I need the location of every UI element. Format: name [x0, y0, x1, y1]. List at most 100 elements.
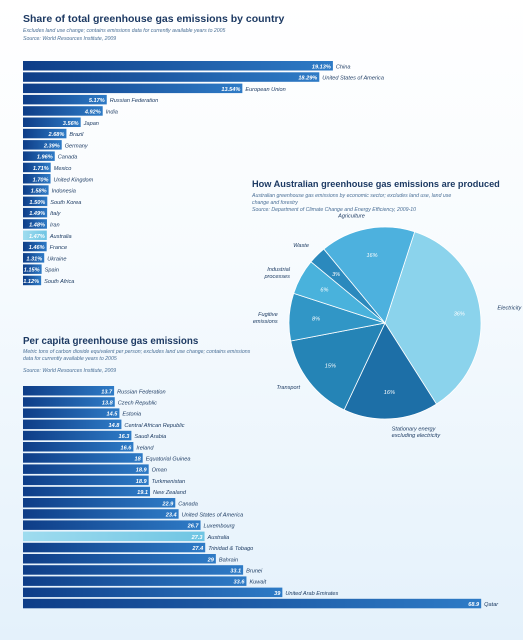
- share-label-germany: Germany: [65, 143, 89, 149]
- share-value-brazil: 2.68%: [48, 132, 65, 138]
- share-value-france: 1.46%: [29, 245, 45, 251]
- pie-label-line: Fugitive: [258, 312, 278, 318]
- share-bar-italy: [23, 207, 48, 218]
- share-bar-indonesia: [23, 185, 49, 195]
- share-value-japan: 3.56%: [63, 121, 79, 127]
- per-capita-label-kuwait: Kuwait: [249, 580, 266, 586]
- share-label-canada: Canada: [58, 155, 78, 161]
- share-bar-south-korea: [23, 196, 48, 207]
- share-chart-title: Share of total greenhouse gas emissions …: [23, 13, 285, 25]
- share-value-iran: 1.48%: [29, 223, 45, 229]
- share-bar-ukraine: [23, 253, 45, 263]
- share-bar-mexico: [23, 162, 51, 173]
- share-bar-spain: [23, 264, 42, 274]
- pie-label-line: Electricity: [497, 306, 522, 312]
- per-capita-value-canada: 22.9: [161, 501, 174, 507]
- share-chart-source: Source: World Resources Institute, 2009: [23, 36, 117, 42]
- per-capita-value-kuwait: 33.6: [234, 580, 246, 586]
- share-bar-united-states-of-america: [23, 72, 320, 82]
- pie-value-agriculture: 16%: [366, 253, 377, 259]
- share-value-india: 4.92%: [84, 110, 101, 116]
- per-capita-label-luxembourg: Luxembourg: [204, 524, 236, 530]
- share-bar-brazil: [23, 128, 67, 139]
- per-capita-label-saudi-arabia: Saudi Arabia: [134, 434, 166, 440]
- pie-label-line: excluding electricity: [392, 433, 442, 439]
- share-label-south-africa: South Africa: [44, 279, 74, 285]
- per-capita-value-brunei: 33.1: [230, 569, 241, 575]
- per-capita-chart-note: Metric tons of carbon dioxide equivalent…: [23, 349, 251, 362]
- per-capita-label-brunei: Brunei: [246, 569, 263, 575]
- share-value-european-union: 13.54%: [221, 87, 240, 93]
- per-capita-value-qatar: 68.9: [468, 602, 480, 608]
- share-label-united-states-of-america: United States of America: [322, 76, 384, 82]
- share-label-iran: Iran: [50, 223, 60, 229]
- per-capita-chart-title: Per capita greenhouse gas emissions: [23, 336, 199, 347]
- per-capita-value-turkmenistan: 18.9: [136, 479, 148, 485]
- pie-value-electricity: 36%: [454, 312, 465, 318]
- per-capita-label-united-arab-emirates: United Arab Emirates: [285, 591, 338, 597]
- share-bar-iran: [23, 219, 47, 229]
- pie-label-line: Agriculture: [337, 213, 365, 219]
- per-capita-chart-source: Source: World Resources Institute, 2009: [23, 368, 117, 374]
- per-capita-bar-central-african-republic: [23, 419, 122, 430]
- per-capita-bar-united-states-of-america: [23, 509, 179, 519]
- per-capita-value-luxembourg: 26.7: [187, 524, 200, 530]
- per-capita-value-russian-federation: 13.7: [101, 389, 113, 395]
- pie-label-agriculture: Agriculture: [337, 213, 365, 219]
- per-capita-label-united-states-of-america: United States of America: [182, 513, 244, 519]
- pie-value-transport: 15%: [325, 363, 336, 369]
- per-capita-label-oman: Oman: [152, 468, 167, 474]
- per-capita-label-bahrain: Bahrain: [219, 557, 238, 563]
- per-capita-bar-kuwait: [23, 576, 247, 586]
- per-capita-bar-qatar: [23, 598, 482, 609]
- pie-value-waste: 3%: [332, 272, 340, 278]
- share-label-france: France: [50, 245, 67, 251]
- share-value-australia: 1.47%: [29, 234, 45, 240]
- share-bar-south-africa: [23, 275, 42, 286]
- per-capita-bar-equatorial-guinea: [23, 453, 143, 463]
- share-label-brazil: Brazil: [69, 132, 84, 138]
- per-capita-value-ireland: 16.6: [120, 445, 132, 451]
- share-label-spain: Spain: [45, 268, 59, 274]
- share-bar-russian-federation: [23, 94, 107, 105]
- share-bar-china: [23, 61, 333, 71]
- share-value-russian-federation: 5.17%: [89, 98, 105, 104]
- per-capita-value-estonia: 14.5: [107, 412, 119, 418]
- share-value-united-states-of-america: 18.29%: [298, 76, 317, 82]
- share-value-spain: 1.15%: [24, 268, 40, 274]
- share-value-south-korea: 1.50%: [29, 200, 45, 206]
- per-capita-bar-estonia: [23, 408, 120, 418]
- per-capita-label-qatar: Qatar: [484, 602, 499, 608]
- per-capita-value-equatorial-guinea: 18: [134, 457, 141, 463]
- share-bar-france: [23, 241, 47, 252]
- per-capita-bar-bahrain: [23, 554, 216, 564]
- per-capita-label-new-zealand: New Zealand: [153, 490, 187, 496]
- per-capita-value-united-states-of-america: 23.4: [165, 513, 178, 519]
- per-capita-bar-ireland: [23, 442, 134, 452]
- per-capita-label-central-african-republic: Central African Republic: [124, 423, 184, 429]
- per-capita-value-united-arab-emirates: 39: [274, 591, 281, 597]
- share-value-china: 19.13%: [312, 64, 331, 70]
- share-value-italy: 1.49%: [29, 211, 45, 217]
- per-capita-bar-canada: [23, 498, 176, 508]
- per-capita-bar-czech-republic: [23, 397, 115, 407]
- per-capita-value-new-zealand: 19.1: [137, 490, 148, 496]
- per-capita-label-estonia: Estonia: [122, 412, 141, 418]
- pie-label-stationary-energy-excluding-electricity: Stationary energy excluding electricity: [392, 426, 442, 439]
- per-capita-bar-saudi-arabia: [23, 430, 132, 441]
- per-capita-bar-oman: [23, 464, 149, 474]
- share-value-mexico: 1.71%: [33, 166, 49, 172]
- per-capita-label-czech-republic: Czech Republic: [118, 401, 157, 407]
- pie-slice-transport: [290, 322, 386, 411]
- pie-label-line: Transport: [277, 385, 301, 391]
- per-capita-label-canada: Canada: [178, 501, 198, 507]
- per-capita-bar-luxembourg: [23, 520, 201, 530]
- per-capita-bar-trinidad-tobago: [23, 542, 206, 553]
- per-capita-value-bahrain: 29: [207, 557, 215, 563]
- pie-value-industrial-processes: 6%: [320, 288, 328, 294]
- pie-label-waste: Waste: [293, 243, 309, 249]
- pie-value-fugitive-emissions: 8%: [312, 317, 320, 323]
- share-label-european-union: European Union: [245, 87, 285, 93]
- share-label-united-kingdom: United Kingdom: [54, 177, 94, 183]
